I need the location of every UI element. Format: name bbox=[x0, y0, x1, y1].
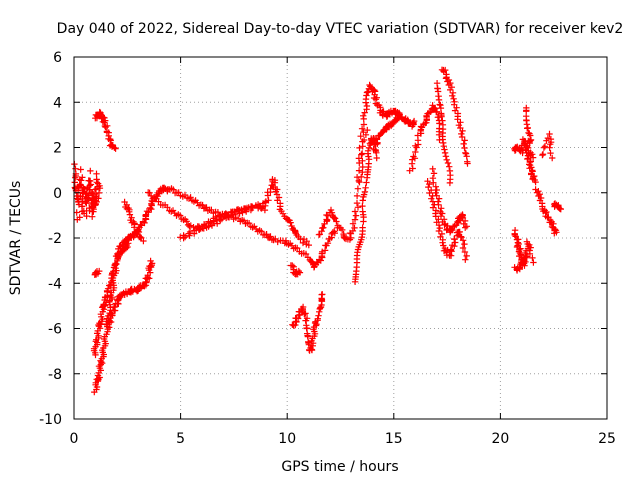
sdtvar-plus-markers bbox=[71, 66, 564, 396]
y-tick-label: -2 bbox=[48, 231, 62, 247]
y-tick-label: -10 bbox=[39, 412, 62, 428]
y-axis-label: SDTVAR / TECUs bbox=[8, 181, 24, 296]
y-tick-labels: -10 -8 -6 -4 -2 0 2 4 6 bbox=[39, 50, 62, 428]
axis-ticks bbox=[73, 56, 608, 420]
y-tick-label: 0 bbox=[53, 186, 62, 202]
x-tick-label: 15 bbox=[385, 431, 403, 447]
y-tick-label: -4 bbox=[48, 276, 62, 292]
chart-title: Day 040 of 2022, Sidereal Day-to-day VTE… bbox=[57, 21, 624, 37]
x-tick-label: 25 bbox=[598, 431, 616, 447]
x-tick-label: 5 bbox=[176, 431, 185, 447]
x-tick-labels: 0 5 10 15 20 25 bbox=[70, 431, 616, 447]
y-tick-label: 4 bbox=[53, 95, 62, 111]
y-tick-label: 2 bbox=[53, 141, 62, 157]
data-points bbox=[71, 66, 564, 396]
y-tick-label: -8 bbox=[48, 367, 62, 383]
x-tick-label: 0 bbox=[70, 431, 79, 447]
y-tick-label: -6 bbox=[48, 322, 62, 338]
x-tick-label: 20 bbox=[491, 431, 509, 447]
y-tick-label: 6 bbox=[53, 50, 62, 66]
x-axis-label: GPS time / hours bbox=[281, 459, 398, 475]
x-tick-label: 10 bbox=[278, 431, 296, 447]
